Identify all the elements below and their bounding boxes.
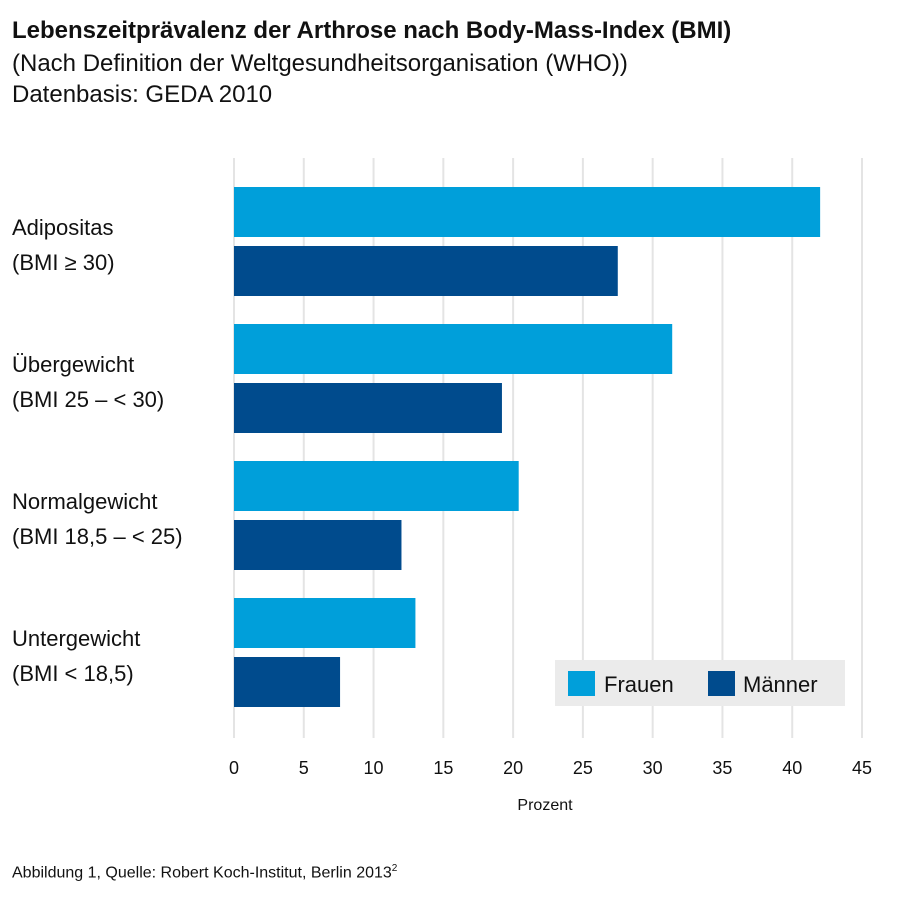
x-axis-label: Prozent [517, 797, 573, 814]
legend-label-frauen: Frauen [604, 672, 674, 697]
x-tick-45: 45 [852, 758, 872, 778]
category-label-0-0: Adipositas [12, 215, 114, 240]
x-tick-40: 40 [782, 758, 802, 778]
bar-frauen-3 [234, 598, 416, 648]
source-text: Abbildung 1, Quelle: Robert Koch-Institu… [12, 864, 392, 882]
x-tick-labels: 0 5 10 15 20 25 30 35 40 45 [229, 758, 872, 778]
category-label-2-1: (BMI 18,5 – < 25) [12, 524, 183, 549]
x-tick-35: 35 [712, 758, 732, 778]
x-tick-5: 5 [299, 758, 309, 778]
category-label-3-0: Untergewicht [12, 626, 140, 651]
bar-männer-0 [234, 246, 618, 296]
source-footnote-number: 2 [391, 863, 398, 874]
chart-subtitle-database: Datenbasis: GEDA 2010 [12, 81, 273, 108]
bars [234, 187, 821, 707]
bar-männer-2 [234, 520, 402, 570]
legend-swatch-frauen [568, 671, 595, 696]
x-tick-0: 0 [229, 758, 239, 778]
bar-männer-1 [234, 383, 502, 433]
category-label-1-1: (BMI 25 – < 30) [12, 387, 164, 412]
bar-frauen-1 [234, 324, 673, 374]
x-tick-20: 20 [503, 758, 523, 778]
chart-subtitle-definition: (Nach Definition der Weltgesundheitsorga… [12, 50, 628, 77]
category-label-2-0: Normalgewicht [12, 489, 158, 514]
category-label-3-1: (BMI < 18,5) [12, 661, 134, 686]
x-tick-25: 25 [573, 758, 593, 778]
legend: Frauen Männer [555, 660, 845, 706]
bar-frauen-2 [234, 461, 519, 511]
x-tick-15: 15 [433, 758, 453, 778]
bar-frauen-0 [234, 187, 821, 237]
category-labels: Adipositas (BMI ≥ 30) Übergewicht (BMI 25 –… [12, 215, 183, 686]
chart-title: Lebenszeitprävalenz der Arthrose nach Bo… [12, 17, 732, 44]
legend-label-männer: Männer [743, 672, 818, 697]
legend-swatch-männer [708, 671, 735, 696]
chart-header: Lebenszeitprävalenz der Arthrose nach Bo… [12, 14, 892, 110]
x-tick-10: 10 [364, 758, 384, 778]
grid-lines [233, 158, 863, 738]
x-tick-30: 30 [643, 758, 663, 778]
bar-männer-3 [234, 657, 341, 707]
category-label-1-0: Übergewicht [12, 352, 134, 377]
category-label-0-1: (BMI ≥ 30) [12, 250, 115, 275]
legend-box [555, 660, 845, 706]
source-footer: Abbildung 1, Quelle: Robert Koch-Institu… [12, 863, 397, 882]
